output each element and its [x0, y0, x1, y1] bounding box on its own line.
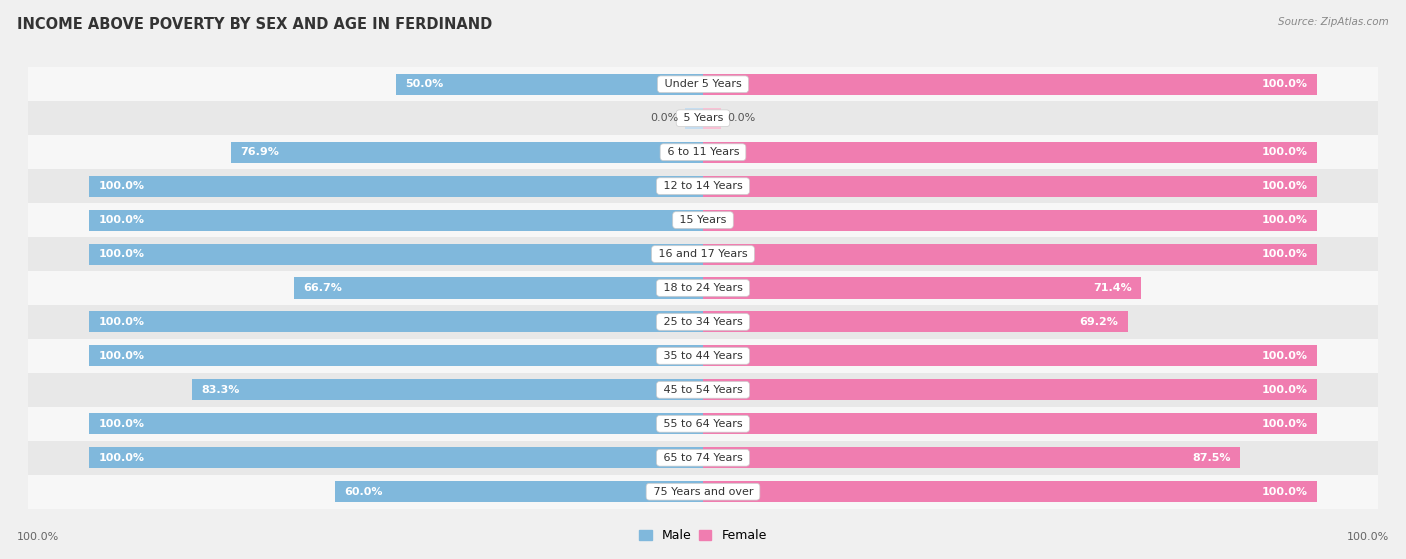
Text: 87.5%: 87.5%: [1192, 453, 1230, 463]
Bar: [90, 447, 703, 468]
Bar: [335, 481, 703, 502]
Bar: [28, 441, 1378, 475]
Text: 100.0%: 100.0%: [98, 215, 145, 225]
Bar: [90, 210, 703, 231]
Text: 66.7%: 66.7%: [302, 283, 342, 293]
Bar: [703, 413, 1316, 434]
Text: 25 to 34 Years: 25 to 34 Years: [659, 317, 747, 327]
Text: 100.0%: 100.0%: [1261, 147, 1308, 157]
Bar: [703, 141, 1316, 163]
Bar: [90, 345, 703, 366]
Text: 35 to 44 Years: 35 to 44 Years: [659, 351, 747, 361]
Text: 100.0%: 100.0%: [98, 249, 145, 259]
Bar: [28, 135, 1378, 169]
Bar: [28, 475, 1378, 509]
Bar: [90, 311, 703, 333]
Text: 55 to 64 Years: 55 to 64 Years: [659, 419, 747, 429]
Text: 100.0%: 100.0%: [1261, 181, 1308, 191]
Text: 100.0%: 100.0%: [1261, 215, 1308, 225]
Bar: [231, 141, 703, 163]
Bar: [703, 244, 1316, 264]
Text: 76.9%: 76.9%: [240, 147, 280, 157]
Bar: [703, 108, 721, 129]
Text: 6 to 11 Years: 6 to 11 Years: [664, 147, 742, 157]
Bar: [28, 203, 1378, 237]
Text: 65 to 74 Years: 65 to 74 Years: [659, 453, 747, 463]
Text: 5 Years: 5 Years: [679, 113, 727, 123]
Bar: [28, 67, 1378, 101]
Bar: [90, 244, 703, 264]
Text: 100.0%: 100.0%: [1261, 79, 1308, 89]
Bar: [703, 210, 1316, 231]
Bar: [90, 413, 703, 434]
Text: 15 Years: 15 Years: [676, 215, 730, 225]
Text: 18 to 24 Years: 18 to 24 Years: [659, 283, 747, 293]
Text: 100.0%: 100.0%: [98, 317, 145, 327]
Text: Source: ZipAtlas.com: Source: ZipAtlas.com: [1278, 17, 1389, 27]
Bar: [28, 339, 1378, 373]
Text: 83.3%: 83.3%: [201, 385, 239, 395]
Text: 100.0%: 100.0%: [17, 532, 59, 542]
Text: 50.0%: 50.0%: [405, 79, 444, 89]
Bar: [703, 277, 1142, 299]
Text: 0.0%: 0.0%: [727, 113, 756, 123]
Text: 69.2%: 69.2%: [1080, 317, 1118, 327]
Bar: [703, 447, 1240, 468]
Text: 12 to 14 Years: 12 to 14 Years: [659, 181, 747, 191]
Bar: [703, 481, 1316, 502]
Text: 60.0%: 60.0%: [344, 487, 382, 497]
Bar: [90, 176, 703, 197]
Bar: [396, 74, 703, 95]
Bar: [193, 380, 703, 400]
Bar: [28, 407, 1378, 441]
Bar: [28, 101, 1378, 135]
Text: 100.0%: 100.0%: [1261, 351, 1308, 361]
Text: 71.4%: 71.4%: [1092, 283, 1132, 293]
Bar: [294, 277, 703, 299]
Text: 45 to 54 Years: 45 to 54 Years: [659, 385, 747, 395]
Text: 100.0%: 100.0%: [98, 181, 145, 191]
Text: 100.0%: 100.0%: [98, 419, 145, 429]
Bar: [703, 311, 1128, 333]
Text: 100.0%: 100.0%: [1261, 249, 1308, 259]
Text: 100.0%: 100.0%: [1261, 487, 1308, 497]
Bar: [28, 305, 1378, 339]
Text: 100.0%: 100.0%: [98, 351, 145, 361]
Bar: [28, 169, 1378, 203]
Bar: [703, 176, 1316, 197]
Bar: [28, 237, 1378, 271]
Text: 16 and 17 Years: 16 and 17 Years: [655, 249, 751, 259]
Bar: [703, 380, 1316, 400]
Bar: [28, 373, 1378, 407]
Legend: Male, Female: Male, Female: [634, 524, 772, 547]
Text: Under 5 Years: Under 5 Years: [661, 79, 745, 89]
Text: INCOME ABOVE POVERTY BY SEX AND AGE IN FERDINAND: INCOME ABOVE POVERTY BY SEX AND AGE IN F…: [17, 17, 492, 32]
Bar: [703, 345, 1316, 366]
Bar: [28, 271, 1378, 305]
Bar: [685, 108, 703, 129]
Bar: [703, 74, 1316, 95]
Text: 100.0%: 100.0%: [1261, 385, 1308, 395]
Text: 0.0%: 0.0%: [650, 113, 679, 123]
Text: 100.0%: 100.0%: [98, 453, 145, 463]
Text: 100.0%: 100.0%: [1261, 419, 1308, 429]
Text: 75 Years and over: 75 Years and over: [650, 487, 756, 497]
Text: 100.0%: 100.0%: [1347, 532, 1389, 542]
